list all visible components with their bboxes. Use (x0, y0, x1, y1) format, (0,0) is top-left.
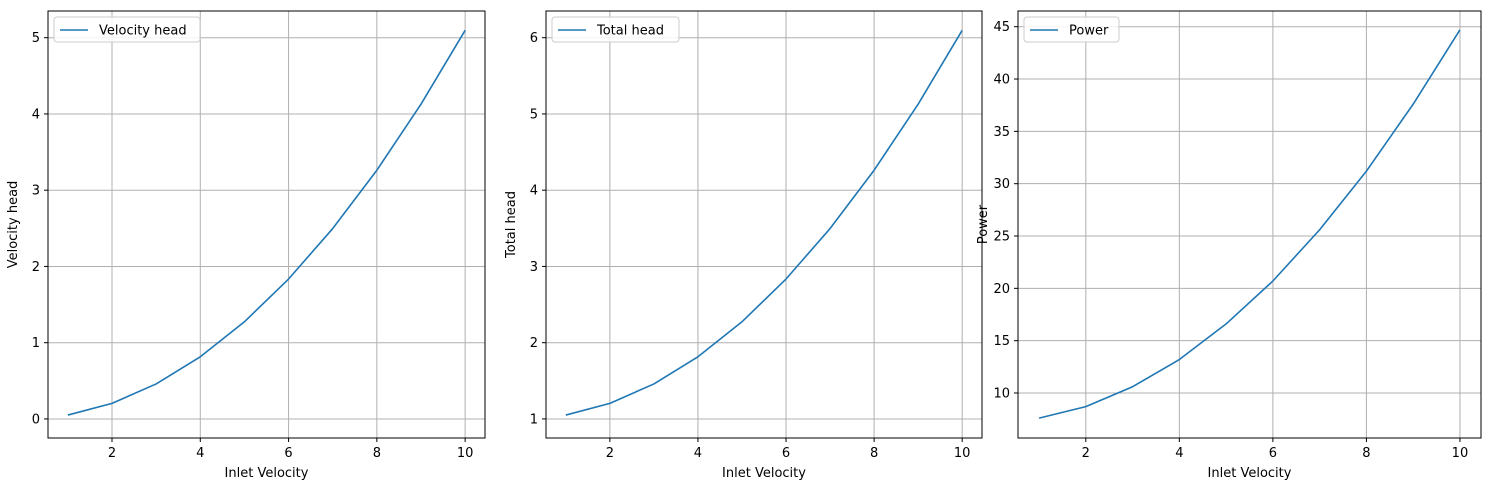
x-tick-label: 6 (1269, 446, 1277, 461)
y-tick-label: 1 (530, 412, 538, 427)
y-tick-label: 40 (993, 73, 1010, 88)
y-tick-label: 10 (993, 386, 1010, 401)
axes-frame (1017, 10, 1482, 439)
x-tick-label: 2 (1082, 446, 1090, 461)
x-tick-label: 4 (1175, 446, 1183, 461)
subplot-3: 2 4 6 8 10 10 15 20 25 30 35 40 45 Inlet Velocity Powe… (976, 10, 1482, 481)
x-tick-label: 4 (196, 446, 204, 461)
legend-label: Total head (596, 24, 664, 39)
x-tick-label: 6 (284, 446, 292, 461)
legend-label: Velocity head (99, 24, 187, 39)
x-tick-label: 10 (457, 446, 474, 461)
subplot-1: 2 4 6 8 10 0 1 2 3 4 5 Inlet Velocity Velocity head V… (6, 10, 486, 481)
legend: Total head (551, 16, 680, 43)
x-tick-label: 6 (782, 446, 790, 461)
legend-box (53, 16, 201, 43)
legend: Power (1023, 16, 1120, 43)
y-tick-label: 5 (530, 107, 538, 122)
y-axis-label: Total head (504, 191, 519, 259)
y-tick-label: 20 (993, 282, 1010, 297)
x-tick-label: 8 (1362, 446, 1370, 461)
series-line (1038, 29, 1461, 419)
y-tick-label: 15 (993, 334, 1010, 349)
y-tick-label: 25 (993, 230, 1010, 245)
y-tick-label: 3 (32, 184, 40, 199)
x-axis-label: Inlet Velocity (722, 466, 806, 481)
legend: Velocity head (53, 16, 201, 43)
legend-label: Power (1069, 24, 1109, 39)
y-axis-label: Power (976, 204, 991, 244)
x-tick-label: 10 (1452, 446, 1469, 461)
y-tick-label: 1 (32, 336, 40, 351)
y-tick-label: 2 (530, 336, 538, 351)
y-tick-label: 5 (32, 31, 40, 46)
y-tick-label: 45 (993, 20, 1010, 35)
axes-frame (545, 10, 983, 439)
series-line (67, 29, 466, 416)
x-tick-label: 2 (606, 446, 614, 461)
x-tick-label: 8 (870, 446, 878, 461)
x-tick-label: 10 (954, 446, 971, 461)
y-axis-label: Velocity head (6, 181, 21, 269)
y-tick-label: 4 (32, 107, 40, 122)
legend-box (551, 16, 680, 43)
x-tick-label: 2 (108, 446, 116, 461)
x-axis-label: Inlet Velocity (1208, 466, 1292, 481)
y-tick-label: 30 (993, 177, 1010, 192)
y-tick-label: 35 (993, 125, 1010, 140)
x-axis-label: Inlet Velocity (225, 466, 309, 481)
y-tick-label: 0 (32, 412, 40, 427)
legend-box (1023, 16, 1120, 43)
y-tick-label: 2 (32, 260, 40, 275)
axes-frame (47, 10, 486, 439)
y-tick-label: 6 (530, 31, 538, 46)
x-tick-label: 4 (694, 446, 702, 461)
y-tick-label: 4 (530, 184, 538, 199)
x-tick-label: 8 (373, 446, 381, 461)
y-tick-label: 3 (530, 260, 538, 275)
series-line (565, 29, 963, 416)
